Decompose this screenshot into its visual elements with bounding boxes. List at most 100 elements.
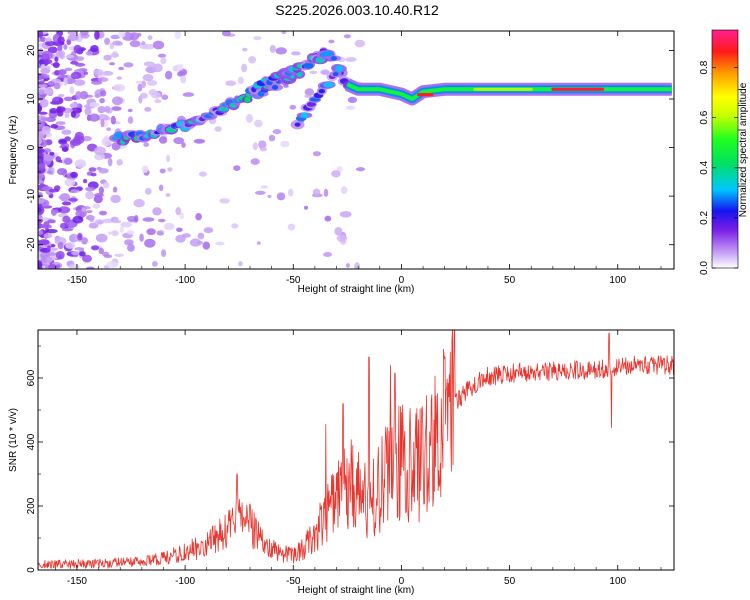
noise-speckle [202, 241, 211, 250]
noise-speckle [181, 233, 191, 238]
snr-y-tick-label: 600 [26, 369, 37, 386]
noise-speckle [177, 71, 185, 77]
noise-speckle [64, 157, 73, 165]
noise-speckle [197, 232, 205, 240]
noise-speckle [346, 105, 356, 110]
noise-speckle [159, 168, 166, 174]
noise-speckle [42, 125, 51, 135]
noise-speckle [139, 233, 144, 242]
noise-speckle [94, 31, 100, 40]
noise-speckle [40, 68, 51, 74]
noise-speckle [89, 217, 95, 223]
noise-speckle [127, 116, 134, 124]
noise-speckle [38, 81, 45, 85]
noise-speckle [203, 227, 214, 234]
noise-speckle [312, 151, 321, 157]
noise-speckle [94, 219, 105, 225]
noise-speckle [225, 80, 237, 86]
noise-speckle [260, 185, 269, 189]
noise-speckle [158, 136, 168, 144]
noise-speckle [347, 96, 357, 103]
noise-speckle [129, 40, 141, 48]
noise-speckle [324, 215, 332, 222]
spectrogram-x-tick-label: -100 [175, 275, 195, 286]
noise-speckle [72, 215, 84, 224]
noise-speckle [219, 198, 230, 204]
noise-speckle [59, 139, 67, 143]
noise-speckle [63, 44, 68, 50]
spectrogram-y-tick-label: 20 [26, 44, 37, 56]
noise-speckle [47, 264, 58, 269]
noise-speckle [54, 56, 59, 62]
noise-speckle [57, 241, 64, 250]
noise-speckle [82, 178, 88, 184]
noise-speckle [107, 231, 114, 235]
noise-speckle [79, 251, 86, 257]
noise-speckle [231, 223, 239, 229]
noise-speckle [334, 227, 343, 236]
noise-speckle [67, 34, 79, 41]
snr-x-tick-label: 0 [399, 576, 405, 587]
noise-speckle [189, 238, 202, 247]
noise-speckle [354, 262, 360, 269]
spectrogram-x-tick-label: 0 [399, 275, 405, 286]
noise-speckle [275, 47, 287, 55]
noise-speckle [74, 159, 87, 169]
spectrogram-y-label: Frequency (Hz) [8, 116, 19, 185]
noise-speckle [43, 59, 53, 65]
noise-speckle [272, 129, 282, 135]
noise-speckle [242, 47, 248, 52]
noise-speckle [94, 146, 106, 156]
noise-speckle [112, 186, 118, 193]
noise-speckle [143, 61, 155, 67]
noise-speckle [152, 63, 163, 73]
noise-speckle [46, 170, 53, 175]
tertiary-trace-blob [300, 112, 309, 119]
noise-speckle [151, 91, 161, 99]
noise-speckle [157, 53, 167, 58]
noise-speckle [160, 57, 167, 65]
noise-speckle [47, 219, 56, 224]
noise-speckle [267, 194, 272, 198]
noise-speckle [241, 63, 248, 73]
noise-speckle [64, 178, 76, 187]
noise-speckle [109, 62, 115, 66]
noise-speckle [94, 69, 104, 76]
noise-speckle [64, 67, 73, 72]
noise-speckle [81, 207, 86, 212]
noise-speckle [141, 165, 149, 173]
noise-speckle [141, 41, 146, 46]
noise-speckle [38, 133, 44, 138]
noise-speckle [182, 92, 195, 97]
snr-x-tick-label: 50 [504, 576, 516, 587]
noise-speckle [90, 245, 100, 251]
spectrogram-y-tick-label: 0 [26, 144, 37, 150]
noise-speckle [110, 194, 121, 204]
noise-speckle [68, 197, 78, 202]
tertiary-trace-blob [318, 89, 325, 94]
noise-speckle [103, 54, 112, 61]
noise-speckle [101, 137, 112, 147]
noise-speckle [71, 51, 76, 56]
snr-y-tick-label: 400 [26, 433, 37, 450]
noise-speckle [134, 215, 139, 223]
noise-speckle [111, 96, 123, 106]
noise-speckle [45, 88, 53, 95]
colorbar-gradient [711, 29, 739, 269]
noise-speckle [69, 86, 75, 95]
noise-speckle [38, 218, 43, 223]
noise-speckle [101, 71, 114, 76]
noise-speckle [156, 230, 164, 235]
noise-speckle [215, 241, 225, 246]
noise-speckle [288, 188, 294, 197]
noise-speckle [214, 126, 222, 132]
noise-speckle [237, 76, 244, 85]
colorbar-tick-label: 0.2 [699, 211, 710, 225]
noise-speckle [55, 121, 66, 125]
noise-speckle [304, 94, 312, 99]
noise-speckle [90, 172, 97, 177]
noise-speckle [49, 108, 58, 114]
noise-speckle [57, 36, 65, 45]
